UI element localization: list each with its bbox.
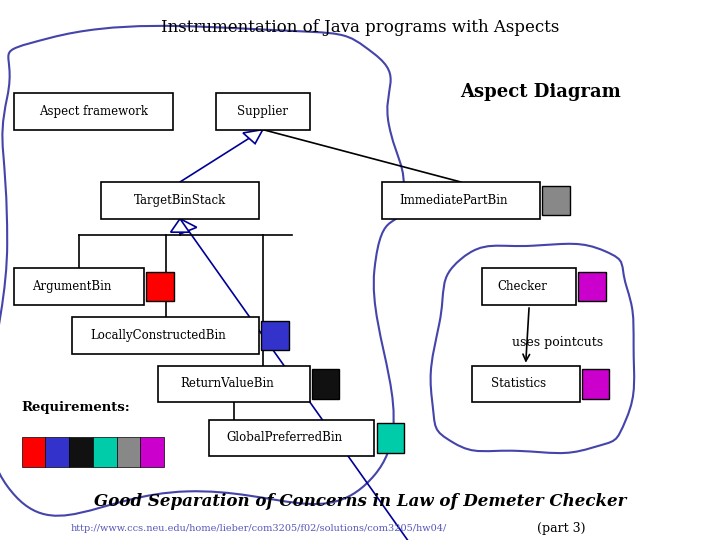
FancyBboxPatch shape <box>93 437 117 467</box>
Text: uses pointcuts: uses pointcuts <box>513 336 603 349</box>
Text: Good Separation of Concerns in Law of Demeter Checker: Good Separation of Concerns in Law of De… <box>94 492 626 510</box>
Text: TargetBinStack: TargetBinStack <box>134 194 226 207</box>
FancyBboxPatch shape <box>582 369 609 399</box>
FancyBboxPatch shape <box>22 437 45 467</box>
Text: LocallyConstructedBin: LocallyConstructedBin <box>91 329 226 342</box>
FancyBboxPatch shape <box>209 420 374 456</box>
FancyBboxPatch shape <box>69 437 93 467</box>
Text: Instrumentation of Java programs with Aspects: Instrumentation of Java programs with As… <box>161 19 559 36</box>
Text: (part 3): (part 3) <box>537 522 586 535</box>
FancyBboxPatch shape <box>261 321 289 350</box>
Text: Requirements:: Requirements: <box>22 401 130 414</box>
FancyBboxPatch shape <box>14 268 144 305</box>
FancyBboxPatch shape <box>472 366 580 402</box>
Text: Aspect framework: Aspect framework <box>39 105 148 118</box>
FancyBboxPatch shape <box>72 317 259 354</box>
Polygon shape <box>180 219 197 234</box>
FancyBboxPatch shape <box>312 369 339 399</box>
FancyBboxPatch shape <box>45 437 69 467</box>
Text: ImmediatePartBin: ImmediatePartBin <box>400 194 508 207</box>
FancyBboxPatch shape <box>146 272 174 301</box>
FancyBboxPatch shape <box>482 268 576 305</box>
FancyBboxPatch shape <box>14 93 173 130</box>
FancyBboxPatch shape <box>542 186 570 215</box>
FancyBboxPatch shape <box>140 437 164 467</box>
Polygon shape <box>243 130 263 144</box>
Text: Aspect Diagram: Aspect Diagram <box>459 83 621 101</box>
FancyBboxPatch shape <box>101 182 259 219</box>
Text: Supplier: Supplier <box>238 105 288 118</box>
Polygon shape <box>171 219 189 232</box>
FancyBboxPatch shape <box>216 93 310 130</box>
FancyBboxPatch shape <box>117 437 140 467</box>
Text: http://www.ccs.neu.edu/home/lieber/com3205/f02/solutions/com3205/hw04/: http://www.ccs.neu.edu/home/lieber/com32… <box>71 524 447 532</box>
Text: ReturnValueBin: ReturnValueBin <box>180 377 274 390</box>
Text: ArgumentBin: ArgumentBin <box>32 280 112 293</box>
Text: Statistics: Statistics <box>491 377 546 390</box>
FancyBboxPatch shape <box>382 182 540 219</box>
Text: Checker: Checker <box>497 280 547 293</box>
FancyBboxPatch shape <box>377 423 404 453</box>
Text: GlobalPreferredBin: GlobalPreferredBin <box>226 431 343 444</box>
FancyBboxPatch shape <box>578 272 606 301</box>
FancyBboxPatch shape <box>158 366 310 402</box>
